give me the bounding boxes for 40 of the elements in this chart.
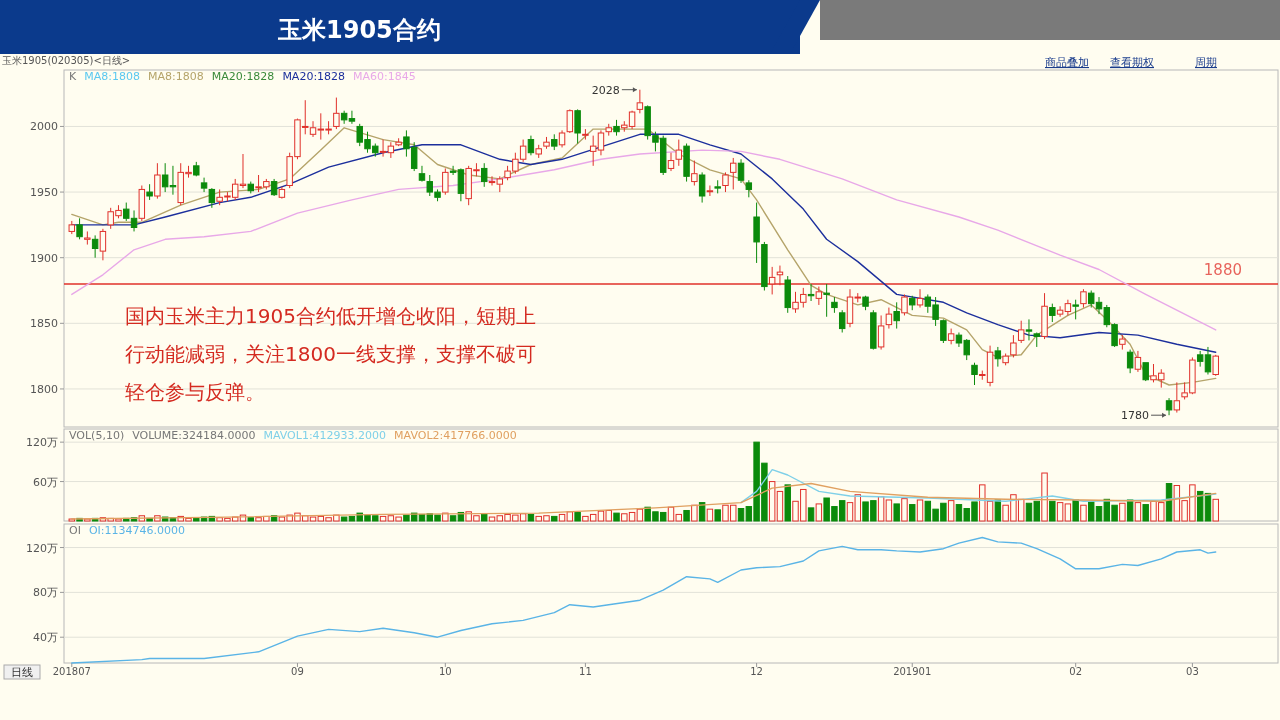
annotation: OI (69, 524, 81, 537)
y-tick-label: 120万 (26, 541, 58, 555)
text: MA8:1808 (147, 70, 204, 83)
annotation: MA20:1828 (211, 70, 275, 83)
ref-line-label: 1880 (1203, 260, 1242, 279)
x-tick-label: 03 (1186, 666, 1199, 677)
annotation: 1780 (1121, 409, 1150, 423)
text: 商品叠加 (1045, 56, 1089, 69)
y-tick-label: 60万 (33, 475, 58, 489)
y-tick-label: 1900 (30, 251, 58, 265)
y-tick-label: 40万 (33, 631, 58, 645)
x-tick-label: 09 (291, 666, 304, 677)
text: MA20:1828 (282, 70, 346, 83)
text: OI:1134746.0000 (88, 524, 185, 537)
annotation: 2028 (591, 83, 620, 97)
annotation: K (69, 70, 77, 83)
x-tick-label: 12 (750, 666, 763, 677)
y-tick-label: 1800 (30, 382, 58, 396)
annotation: VOLUME:324184.0000 (132, 429, 256, 442)
y-tick-label: 80万 (33, 586, 58, 600)
x-tick-label: 10 (438, 666, 452, 677)
text: 周期 (1195, 56, 1217, 69)
text: MAVOL2:417766.0000 (394, 429, 517, 442)
text: MA60:1845 (353, 70, 416, 83)
y-tick-label: 120万 (26, 436, 58, 450)
annotation: MA8:1808 (84, 70, 140, 83)
y-tick-label: 1950 (30, 186, 58, 200)
chart-title: 玉米1905合约 (277, 16, 441, 44)
annotation: 国内玉米主力1905合约低开增仓收阳，短期上行动能减弱，关注1800一线支撑，支撑不破可轻仓参与反弹。 (125, 304, 536, 404)
y-tick-label: 1850 (30, 317, 58, 331)
x-tick-label: 201807 (52, 666, 91, 677)
x-tick-label: 11 (579, 666, 592, 677)
x-tick-label: 02 (1069, 666, 1083, 677)
y-tick-label: 2000 (30, 120, 58, 134)
text: MAVOL1:412933.2000 (263, 429, 387, 442)
text: 玉米1905(020305)<日线> (2, 55, 131, 66)
x-tick-label: 201901 (893, 666, 932, 677)
text: 日线 (11, 666, 33, 679)
text: 查看期权 (1110, 56, 1154, 69)
annotation: VOL(5,10) (69, 429, 125, 442)
